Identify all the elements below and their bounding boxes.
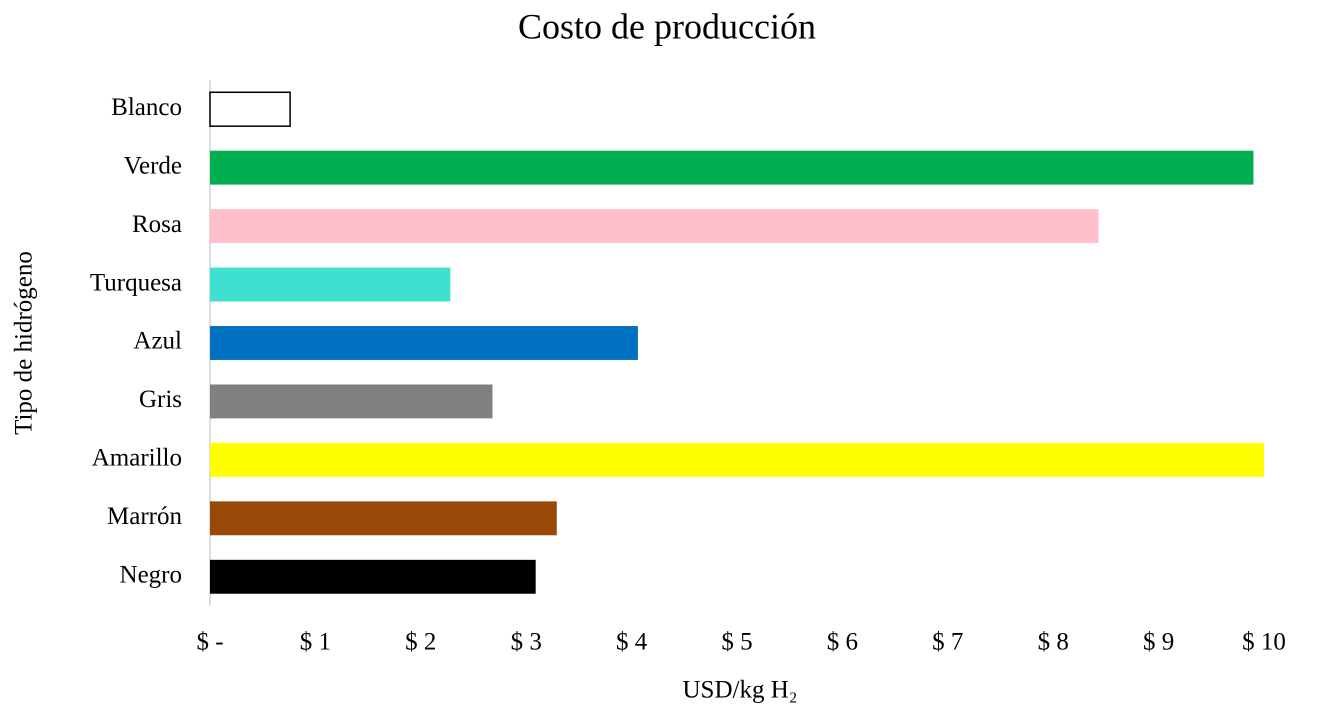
x-tick-label: $ 1 <box>300 629 331 656</box>
bar <box>210 559 536 594</box>
x-tick-label: $ 7 <box>932 629 963 656</box>
bar <box>210 442 1264 477</box>
bar <box>210 209 1099 244</box>
x-tick-label: $ 4 <box>616 629 648 656</box>
x-tick-label: $ 9 <box>1143 629 1174 656</box>
bar <box>210 501 557 536</box>
x-axis-title: USD/kg H₂ <box>683 677 798 704</box>
x-tick-label: $ 2 <box>405 629 436 656</box>
x-tick-label: $ 8 <box>1038 629 1069 656</box>
y-axis-title: Tipo de hidrógeno <box>11 251 38 435</box>
y-tick-label: Rosa <box>132 211 182 238</box>
y-tick-label: Turquesa <box>90 269 182 296</box>
x-tick-label: $ 10 <box>1242 629 1286 656</box>
x-tick-label: $ 6 <box>827 629 858 656</box>
y-tick-label: Blanco <box>111 94 182 121</box>
bar <box>210 267 451 302</box>
bar <box>210 150 1254 185</box>
y-tick-label: Azul <box>133 328 182 355</box>
bar <box>210 384 493 419</box>
x-tick-label: $ 5 <box>721 629 752 656</box>
chart-title: Costo de producción <box>518 6 816 46</box>
x-tick-label: $ - <box>196 629 223 656</box>
y-tick-label: Negro <box>120 562 182 589</box>
y-tick-label: Verde <box>124 152 182 179</box>
y-tick-label: Marrón <box>107 503 182 530</box>
bar <box>210 326 638 360</box>
y-tick-label: Gris <box>139 386 182 413</box>
y-tick-label: Amarillo <box>92 445 182 472</box>
bar <box>209 91 291 127</box>
x-tick-label: $ 3 <box>511 629 542 656</box>
